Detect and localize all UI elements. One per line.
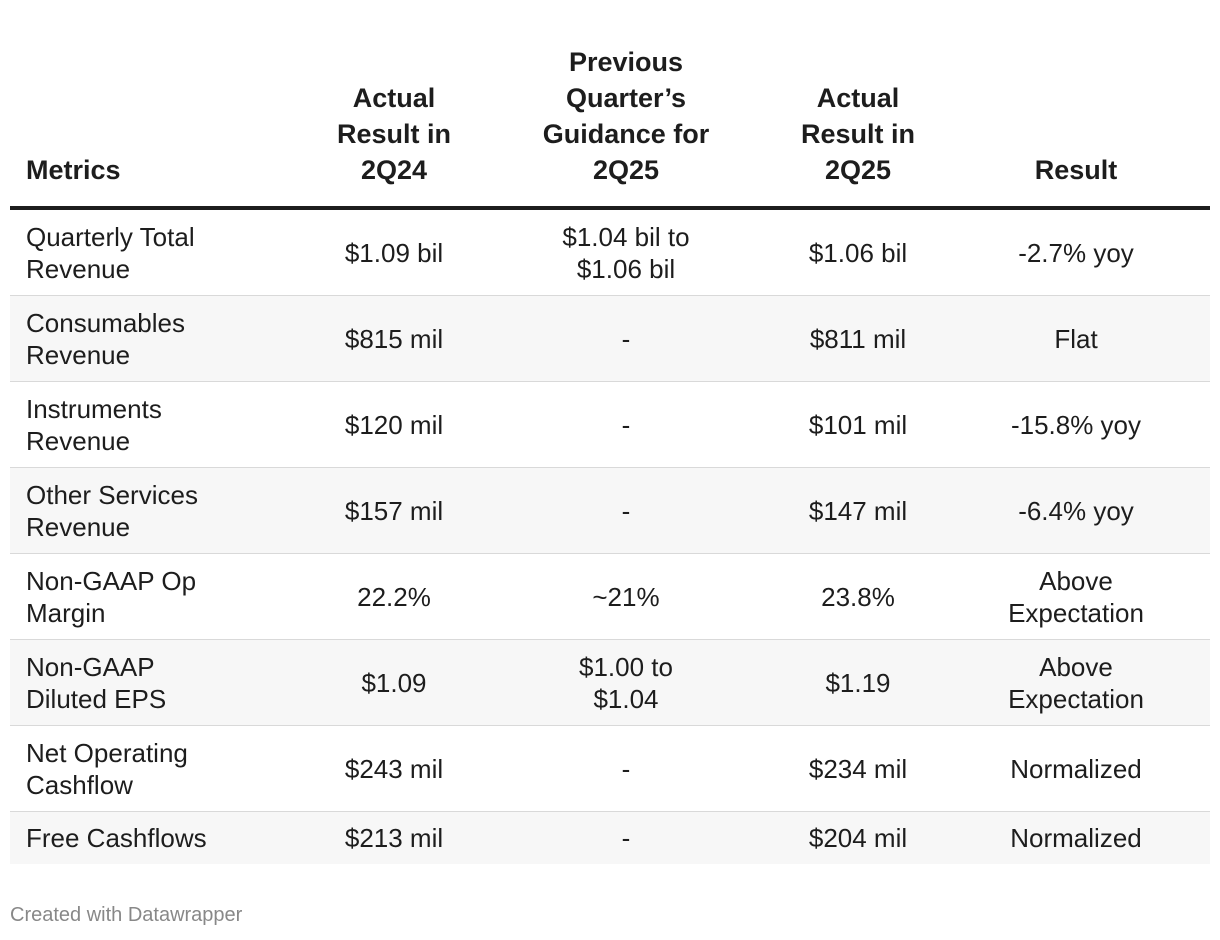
metric-name-cell: Net OperatingCashflow bbox=[10, 726, 310, 812]
table-row: Quarterly TotalRevenue$1.09 bil$1.04 bil… bbox=[10, 208, 1210, 296]
column-header-2: PreviousQuarter’sGuidance for2Q25 bbox=[478, 44, 774, 208]
value-cell: -6.4% yoy bbox=[942, 468, 1210, 554]
metrics-table: MetricsActualResult in2Q24PreviousQuarte… bbox=[10, 44, 1210, 864]
value-cell: AboveExpectation bbox=[942, 554, 1210, 640]
metric-name-cell: Quarterly TotalRevenue bbox=[10, 208, 310, 296]
value-cell: ~21% bbox=[478, 554, 774, 640]
value-cell: $811 mil bbox=[774, 296, 942, 382]
value-cell: $120 mil bbox=[310, 382, 478, 468]
value-cell: - bbox=[478, 726, 774, 812]
column-header-0: Metrics bbox=[10, 44, 310, 208]
table-row: ConsumablesRevenue$815 mil-$811 milFlat bbox=[10, 296, 1210, 382]
table-body: Quarterly TotalRevenue$1.09 bil$1.04 bil… bbox=[10, 208, 1210, 864]
value-cell: AboveExpectation bbox=[942, 640, 1210, 726]
value-cell: Normalized bbox=[942, 812, 1210, 865]
footer-credit: Created with Datawrapper bbox=[10, 904, 242, 927]
value-cell: - bbox=[478, 296, 774, 382]
value-cell: $204 mil bbox=[774, 812, 942, 865]
value-cell: 23.8% bbox=[774, 554, 942, 640]
value-cell: $1.09 bil bbox=[310, 208, 478, 296]
column-header-1: ActualResult in2Q24 bbox=[310, 44, 478, 208]
column-header-3: ActualResult in2Q25 bbox=[774, 44, 942, 208]
value-cell: $234 mil bbox=[774, 726, 942, 812]
value-cell: $1.04 bil to$1.06 bil bbox=[478, 208, 774, 296]
value-cell: Normalized bbox=[942, 726, 1210, 812]
value-cell: - bbox=[478, 812, 774, 865]
value-cell: $815 mil bbox=[310, 296, 478, 382]
value-cell: $1.09 bbox=[310, 640, 478, 726]
metric-name-cell: Non-GAAPDiluted EPS bbox=[10, 640, 310, 726]
metric-name-cell: InstrumentsRevenue bbox=[10, 382, 310, 468]
metric-name-cell: ConsumablesRevenue bbox=[10, 296, 310, 382]
value-cell: $1.00 to$1.04 bbox=[478, 640, 774, 726]
metric-name-cell: Non-GAAP OpMargin bbox=[10, 554, 310, 640]
value-cell: -2.7% yoy bbox=[942, 208, 1210, 296]
value-cell: 22.2% bbox=[310, 554, 478, 640]
value-cell: $101 mil bbox=[774, 382, 942, 468]
value-cell: $157 mil bbox=[310, 468, 478, 554]
table-header-row: MetricsActualResult in2Q24PreviousQuarte… bbox=[10, 44, 1210, 208]
value-cell: -15.8% yoy bbox=[942, 382, 1210, 468]
value-cell: $1.19 bbox=[774, 640, 942, 726]
value-cell: $213 mil bbox=[310, 812, 478, 865]
table-row: Other ServicesRevenue$157 mil-$147 mil-6… bbox=[10, 468, 1210, 554]
table-row: InstrumentsRevenue$120 mil-$101 mil-15.8… bbox=[10, 382, 1210, 468]
metric-name-cell: Free Cashflows bbox=[10, 812, 310, 865]
value-cell: $1.06 bil bbox=[774, 208, 942, 296]
value-cell: Flat bbox=[942, 296, 1210, 382]
table-row: Non-GAAPDiluted EPS$1.09$1.00 to$1.04$1.… bbox=[10, 640, 1210, 726]
metric-name-cell: Other ServicesRevenue bbox=[10, 468, 310, 554]
value-cell: $147 mil bbox=[774, 468, 942, 554]
data-table-container: MetricsActualResult in2Q24PreviousQuarte… bbox=[10, 44, 1210, 864]
table-row: Net OperatingCashflow$243 mil-$234 milNo… bbox=[10, 726, 1210, 812]
table-row: Non-GAAP OpMargin22.2%~21%23.8%AboveExpe… bbox=[10, 554, 1210, 640]
value-cell: - bbox=[478, 382, 774, 468]
value-cell: - bbox=[478, 468, 774, 554]
table-row: Free Cashflows$213 mil-$204 milNormalize… bbox=[10, 812, 1210, 865]
column-header-4: Result bbox=[942, 44, 1210, 208]
value-cell: $243 mil bbox=[310, 726, 478, 812]
